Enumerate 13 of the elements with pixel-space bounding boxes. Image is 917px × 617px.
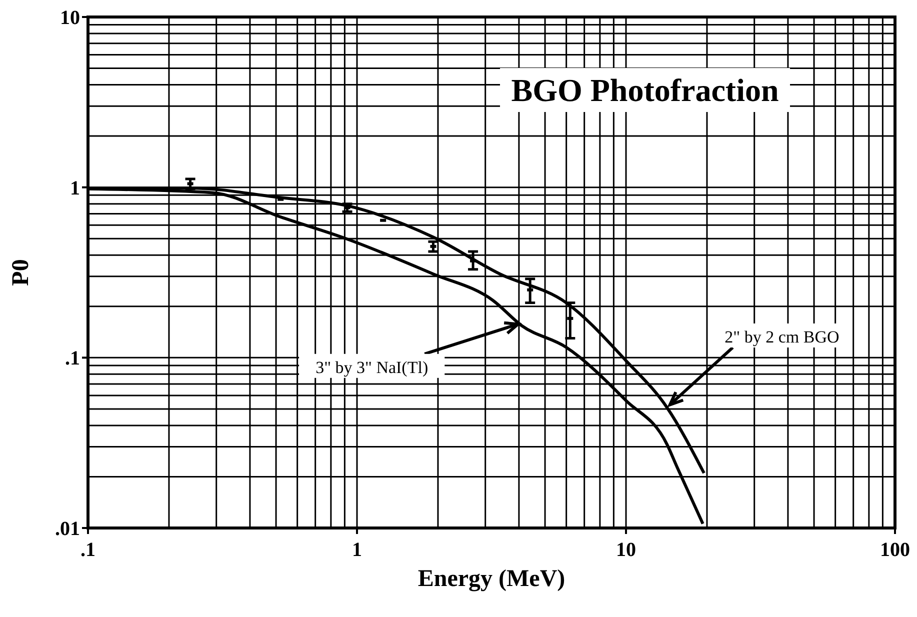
- y-tick-label: .01: [55, 518, 80, 540]
- annotation: 2" by 2 cm BGO: [724, 327, 840, 346]
- text: BGO Photofraction: [511, 72, 779, 108]
- x-tick-label: 1: [352, 539, 362, 561]
- annotation: 3" by 3" NaI(Tl): [316, 358, 428, 377]
- y-tick-label: .1: [65, 348, 80, 370]
- x-axis-title: Energy (MeV): [418, 566, 566, 592]
- y-tick-label: 1: [70, 177, 80, 200]
- x-tick-label: .1: [80, 539, 96, 561]
- y-tick-label: 10: [60, 7, 80, 29]
- x-tick-label: 10: [616, 539, 636, 561]
- y-axis-title: P0: [8, 259, 34, 286]
- x-tick-label: 100: [880, 539, 910, 561]
